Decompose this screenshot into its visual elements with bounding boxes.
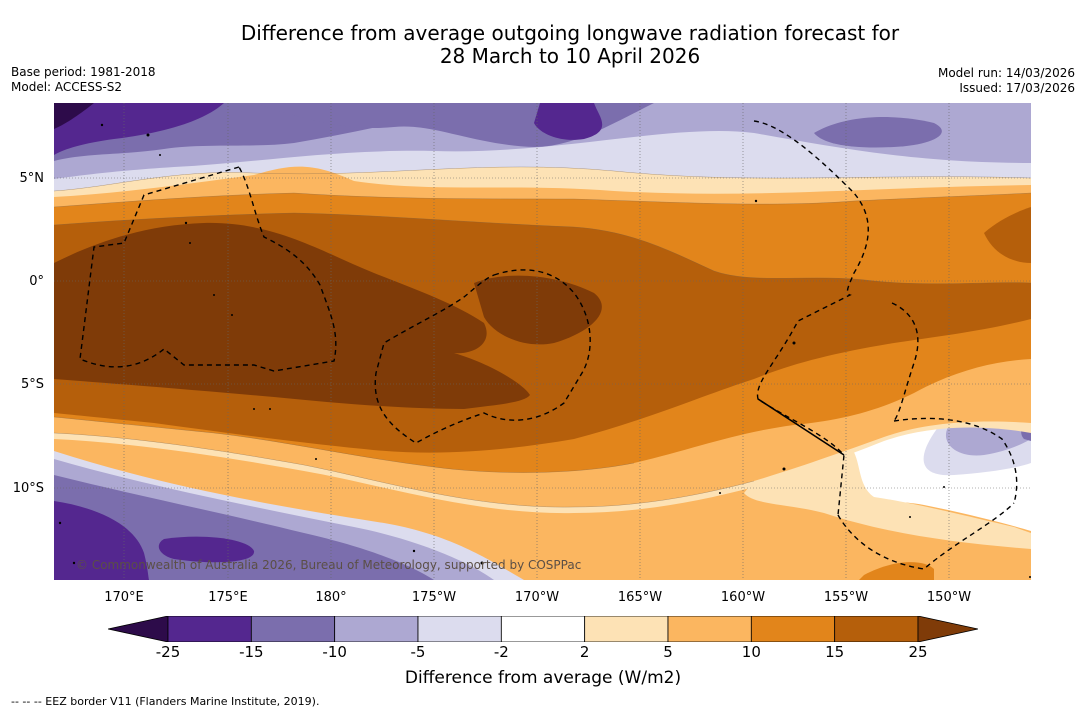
anomaly-contours: [54, 103, 1031, 580]
colorbar-segment: [167, 616, 252, 642]
eez-legend: -- -- -- EEZ border V11 (Flanders Marine…: [11, 695, 320, 708]
colorbar-tick-label: 25: [908, 643, 928, 661]
lat-label-5s: 5°S: [20, 377, 44, 392]
gridlines: [54, 103, 1031, 580]
colorbar-tick-label: -25: [155, 643, 181, 661]
lon-label-175e: 175°E: [208, 590, 248, 605]
contour-n-minus25: [54, 103, 94, 129]
colorbar-tick-label: 15: [825, 643, 845, 661]
meta-left: Base period: 1981-2018 Model: ACCESS-S2: [11, 65, 156, 95]
eez-kiribati-phoenix: [374, 269, 591, 444]
colorbar-tick-label: -15: [239, 643, 264, 661]
lat-label-5n: 5°N: [19, 171, 45, 186]
lat-label-0: 0°: [29, 274, 44, 289]
contour-plus15-b: [984, 207, 1031, 263]
contour-n-minus15-b: [534, 103, 603, 140]
model-run: Model run: 14/03/2026: [937, 66, 1075, 80]
lon-label-155w: 155°W: [823, 590, 869, 605]
lon-label-170w: 170°W: [514, 590, 560, 605]
colorbar-extend-low: [108, 616, 169, 642]
contour-s-minus10: [54, 475, 434, 580]
colorbar-segment: [584, 616, 669, 642]
contour-n-minus15: [54, 103, 224, 155]
lon-label-165w: 165°W: [617, 590, 663, 605]
title-line-2: 28 March to 10 April 2026: [439, 44, 701, 68]
eez-southeast: [893, 417, 1018, 504]
colorbar-tick-label: -10: [322, 643, 347, 661]
eez-solid-segment: [757, 398, 845, 456]
base-period: Base period: 1981-2018: [11, 65, 156, 79]
colorbar-tick-label: 2: [579, 643, 590, 661]
eez-tokelau-cook: [837, 502, 1015, 570]
contour-s-minus15: [54, 501, 149, 580]
chart-title: Difference from average outgoing longwav…: [0, 22, 1085, 68]
colorbar-segment: [834, 616, 919, 642]
colorbar-segment: [334, 616, 419, 642]
meta-right: Model run: 14/03/2026 Issued: 17/03/2026: [938, 66, 1075, 96]
lon-label-160w: 160°W: [720, 590, 766, 605]
title-line-1: Difference from average outgoing longwav…: [240, 21, 900, 45]
colorbar-extend-high: [917, 616, 978, 642]
colorbar-tick-label: 10: [741, 643, 761, 661]
colorbar-label: Difference from average (W/m2): [404, 668, 682, 688]
lon-label-175w: 175°W: [411, 590, 457, 605]
colorbar-tick-label: -2: [493, 643, 509, 661]
lat-label-10s: 10°S: [12, 481, 44, 496]
islands: [58, 123, 1031, 578]
lon-label-150w: 150°W: [926, 590, 972, 605]
contour-plus25: [54, 222, 530, 409]
copyright-notice: © Commonwealth of Australia 2026, Bureau…: [76, 558, 582, 572]
colorbar-tick-label: 5: [663, 643, 673, 661]
contour-s-minus15-b: [158, 536, 255, 563]
colorbar: [108, 616, 978, 642]
colorbar-tick-label: -5: [410, 643, 426, 661]
anomaly-map: © Commonwealth of Australia 2026, Bureau…: [54, 103, 1031, 580]
colorbar-segment: [250, 616, 336, 642]
contour-plus25-b: [474, 275, 602, 345]
eez-kiribati-gilbert: [79, 166, 337, 372]
colorbar-segment: [500, 616, 586, 642]
colorbar-segment: [750, 616, 836, 642]
contour-se-plus2: [744, 439, 1031, 549]
eez-east-south: [891, 302, 919, 422]
colorbar-segment: [667, 616, 752, 642]
eez-borders: [79, 120, 1018, 570]
lon-label-180: 180°: [315, 590, 347, 605]
colorbar-segment: [417, 616, 502, 642]
lon-label-170e: 170°E: [104, 590, 144, 605]
model-name: Model: ACCESS-S2: [11, 80, 123, 94]
contour-plus15-c: [859, 562, 934, 580]
issued-date: Issued: 17/03/2026: [959, 81, 1075, 95]
